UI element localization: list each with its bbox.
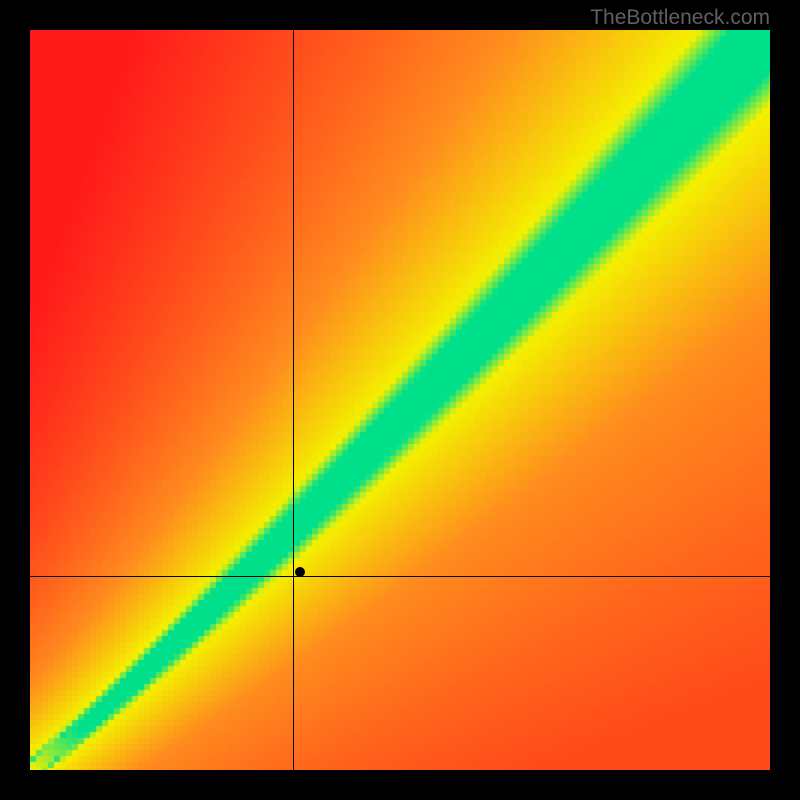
heatmap-canvas (30, 30, 770, 770)
crosshair-horizontal (30, 576, 770, 577)
bottleneck-heatmap (30, 30, 770, 770)
crosshair-vertical (293, 30, 294, 770)
watermark-text: TheBottleneck.com (590, 6, 770, 30)
data-point-marker (295, 567, 305, 577)
